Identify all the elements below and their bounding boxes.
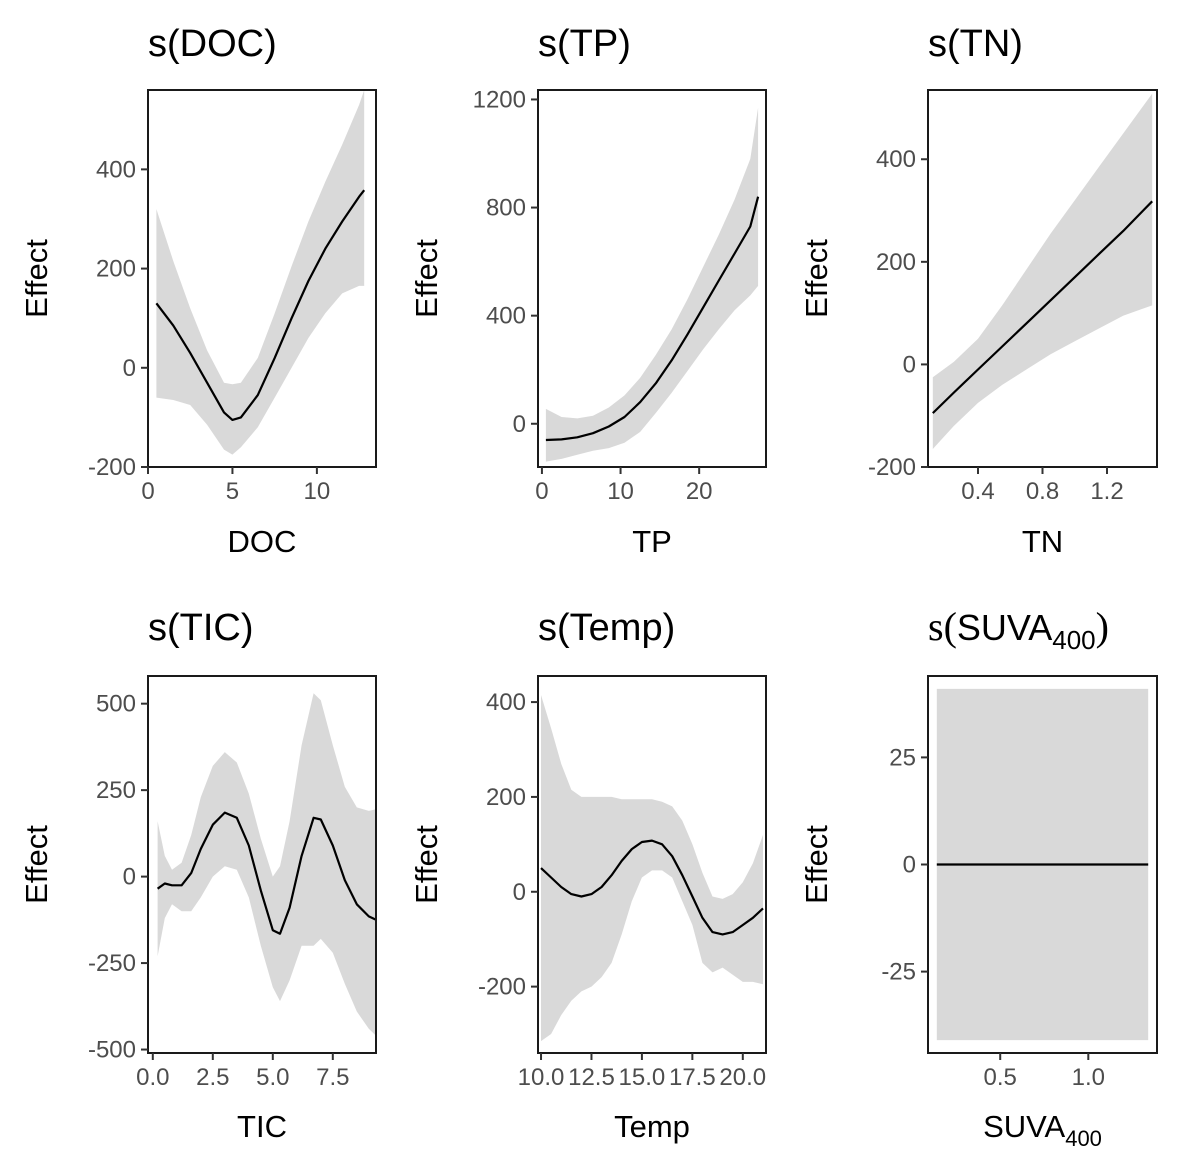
y-tick-label-temp: 400 — [486, 689, 526, 716]
x-tick-label-temp: 20.0 — [719, 1064, 766, 1091]
panel-suva400: -25 0 25 0.5 1.0 s(SUVA400) SUVA400 Effect — [799, 604, 1158, 1151]
y-axis-title-temp: Effect — [409, 825, 444, 904]
y-tick-label-temp: -200 — [478, 974, 526, 1001]
confidence-band-temp — [541, 695, 763, 1042]
y-axis-title-tn: Effect — [799, 239, 834, 318]
x-axis-title-tn: TN — [1022, 524, 1063, 559]
x-tick-label-tp: 0 — [535, 478, 548, 505]
x-axis-title-suva400: SUVA400 — [983, 1109, 1102, 1151]
x-tick-label-suva400: 1.0 — [1072, 1064, 1105, 1091]
panel-title-tp: s(TP) — [538, 23, 631, 65]
x-tick-label-temp: 17.5 — [669, 1064, 716, 1091]
x-tick-label-tic: 7.5 — [316, 1064, 349, 1091]
y-tick-label-tp: 0 — [513, 411, 526, 438]
x-tick-label-tp: 10 — [607, 478, 634, 505]
y-tick-label-tp: 1200 — [473, 86, 526, 113]
y-tick-label-suva400: 25 — [889, 744, 916, 771]
y-tick-label-tp: 800 — [486, 195, 526, 222]
panel-tic: -500 -250 0 250 500 0.0 2.5 5.0 7.5 s(TIC) TIC Effe… — [19, 607, 377, 1144]
x-tick-label-temp: 15.0 — [619, 1064, 666, 1091]
fit-line-tic — [156, 811, 377, 935]
y-tick-label-doc: 400 — [96, 156, 136, 183]
y-tick-label-tic: -500 — [88, 1037, 136, 1064]
y-tick-label-tn: 0 — [903, 351, 916, 378]
y-axis-title-doc: Effect — [19, 239, 54, 318]
fit-line-doc — [155, 189, 366, 421]
x-tick-label-tic: 0.0 — [136, 1064, 169, 1091]
y-tick-label-tic: -250 — [88, 950, 136, 977]
x-tick-label-suva400: 0.5 — [984, 1064, 1017, 1091]
x-axis-title-doc: DOC — [228, 524, 297, 559]
x-axis-title-tp: TP — [632, 524, 672, 559]
y-tick-label-tn: 400 — [876, 146, 916, 173]
y-tick-label-tp: 400 — [486, 303, 526, 330]
panel-title-tn: s(TN) — [928, 23, 1023, 65]
x-tick-label-doc: 0 — [141, 478, 154, 505]
y-tick-label-tn: 200 — [876, 249, 916, 276]
confidence-band-tic — [157, 693, 376, 1036]
y-axis-title-suva400: Effect — [799, 825, 834, 904]
x-tick-label-temp: 10.0 — [518, 1064, 565, 1091]
panel-temp: -200 0 200 400 10.0 12.5 15.0 17.5 20.0 s(Temp) Te… — [409, 607, 767, 1144]
fit-line-temp — [540, 839, 764, 936]
x-tick-label-temp: 12.5 — [568, 1064, 615, 1091]
y-tick-label-suva400: -25 — [881, 959, 916, 986]
y-tick-label-doc: 0 — [123, 355, 136, 382]
fit-line-tp — [545, 196, 760, 442]
panel-frame-doc — [147, 89, 377, 468]
panel-title-tic: s(TIC) — [148, 607, 254, 649]
x-tick-label-tn: 1.2 — [1090, 478, 1123, 505]
confidence-band-doc — [156, 90, 365, 455]
y-tick-label-temp: 200 — [486, 784, 526, 811]
x-axis-title-temp: Temp — [614, 1109, 690, 1144]
y-tick-label-tn: -200 — [868, 454, 916, 481]
y-tick-label-tic: 250 — [96, 777, 136, 804]
x-tick-label-doc: 5 — [226, 478, 239, 505]
panel-title-temp: s(Temp) — [538, 607, 675, 649]
x-tick-label-tn: 0.4 — [961, 478, 994, 505]
panel-frame-temp — [537, 675, 767, 1054]
fit-line-tn — [932, 200, 1153, 414]
x-tick-label-tic: 5.0 — [256, 1064, 289, 1091]
y-tick-label-doc: -200 — [88, 454, 136, 481]
y-tick-label-doc: 200 — [96, 256, 136, 283]
x-tick-label-tn: 0.8 — [1026, 478, 1059, 505]
panel-title-doc: s(DOC) — [148, 23, 277, 65]
y-tick-label-suva400: 0 — [903, 852, 916, 879]
panel-frame-tic — [147, 675, 377, 1054]
x-tick-label-tic: 2.5 — [196, 1064, 229, 1091]
y-axis-title-tic: Effect — [19, 825, 54, 904]
panel-tp: 0 400 800 1200 0 10 20 s(TP) TP Effect — [409, 23, 767, 559]
y-tick-label-temp: 0 — [513, 879, 526, 906]
x-axis-title-tic: TIC — [237, 1109, 287, 1144]
panel-title-suva400: s(SUVA400) — [928, 604, 1109, 655]
x-tick-label-doc: 10 — [304, 478, 331, 505]
y-tick-label-tic: 0 — [123, 864, 136, 891]
y-tick-label-tic: 500 — [96, 691, 136, 718]
panel-tn: -200 0 200 400 0.4 0.8 1.2 s(TN) TN Effect — [799, 23, 1158, 559]
x-tick-label-tp: 20 — [686, 478, 713, 505]
panel-frame-tp — [537, 89, 767, 468]
y-axis-title-tp: Effect — [409, 239, 444, 318]
